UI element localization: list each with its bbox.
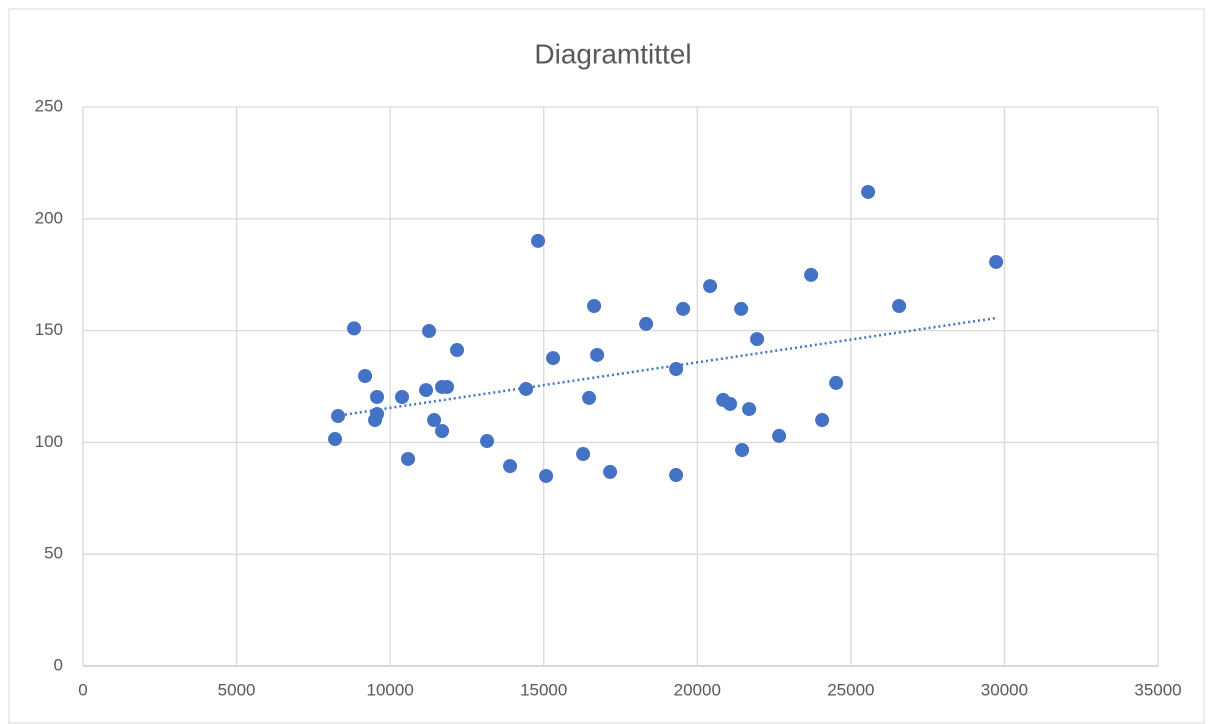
point	[892, 299, 907, 314]
point	[989, 254, 1004, 269]
point	[750, 332, 765, 347]
point	[815, 413, 830, 428]
point	[347, 321, 362, 336]
point	[401, 451, 416, 466]
y-tick-label: 150	[35, 320, 63, 339]
point	[519, 381, 534, 396]
point	[419, 383, 434, 398]
chart-border	[8, 8, 1205, 724]
point	[358, 368, 373, 383]
point	[669, 362, 684, 377]
x-tick-label: 10000	[367, 680, 414, 699]
chart-title: Diagramtittel	[534, 38, 691, 69]
x-tick-label: 0	[78, 680, 87, 699]
point	[723, 396, 738, 411]
point	[576, 447, 591, 462]
point	[669, 468, 684, 483]
point	[804, 267, 819, 282]
point	[639, 316, 654, 331]
point	[503, 459, 518, 474]
trendline	[334, 316, 997, 418]
point	[435, 423, 450, 438]
x-tick-label: 5000	[218, 680, 256, 699]
point	[450, 343, 465, 358]
x-tick-label: 20000	[674, 680, 721, 699]
point	[328, 432, 343, 447]
point	[331, 409, 346, 424]
point	[370, 390, 385, 405]
point	[829, 375, 844, 390]
y-tick-label: 100	[35, 432, 63, 451]
point	[590, 347, 605, 362]
x-tick-label: 15000	[520, 680, 567, 699]
point	[480, 434, 495, 449]
point	[742, 402, 757, 417]
point	[587, 299, 602, 314]
point	[546, 351, 561, 366]
point	[440, 379, 455, 394]
point	[772, 428, 787, 443]
y-tick-label: 0	[54, 655, 63, 674]
point	[539, 468, 554, 483]
point	[368, 413, 383, 428]
point	[531, 233, 546, 248]
x-tick-label: 30000	[981, 680, 1028, 699]
y-tick-label: 250	[35, 96, 63, 115]
point	[734, 301, 749, 316]
point	[735, 443, 750, 458]
point	[861, 184, 876, 199]
y-tick-label: 200	[35, 208, 63, 227]
point	[703, 279, 718, 294]
x-tick-label: 35000	[1134, 680, 1181, 699]
point	[422, 324, 437, 339]
y-tick-label: 50	[44, 544, 63, 563]
point	[676, 301, 691, 316]
x-tick-label: 25000	[827, 680, 874, 699]
point	[427, 413, 442, 428]
point	[395, 390, 410, 405]
point	[603, 464, 618, 479]
point	[582, 390, 597, 405]
